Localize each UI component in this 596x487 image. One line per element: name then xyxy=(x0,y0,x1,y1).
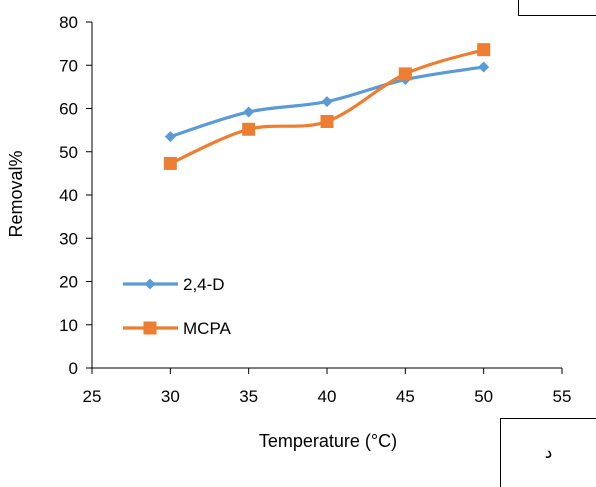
x-tick-label: 40 xyxy=(318,387,337,406)
x-tick-label: 45 xyxy=(396,387,415,406)
y-tick-label: 60 xyxy=(59,100,78,119)
legend-marker xyxy=(144,278,156,290)
data-point xyxy=(478,61,490,73)
axes: 0 10 20 30 40 50 60 70 80 25 30 35 40 45 50 55 xyxy=(59,13,571,406)
y-tick-label: 0 xyxy=(69,359,78,378)
y-tick-label: 40 xyxy=(59,186,78,205)
data-point xyxy=(320,114,334,128)
legend-label: 2,4-D xyxy=(183,275,225,294)
x-tick-label: 30 xyxy=(161,387,180,406)
x-tick-label: 50 xyxy=(474,387,493,406)
data-point xyxy=(163,156,177,170)
legend-marker xyxy=(143,321,157,335)
series-layer xyxy=(163,43,491,170)
x-tick-label: 35 xyxy=(239,387,258,406)
data-point xyxy=(398,67,412,81)
y-tick-label: 70 xyxy=(59,56,78,75)
y-tick-label: 10 xyxy=(59,316,78,335)
series-mcpa xyxy=(163,43,491,170)
corner-frame xyxy=(518,0,596,16)
x-tick-label: 55 xyxy=(553,387,572,406)
data-point xyxy=(242,122,256,136)
y-tick-label: 30 xyxy=(59,229,78,248)
figure-label: د xyxy=(544,443,553,462)
figure-label-box: د xyxy=(500,418,596,487)
data-point xyxy=(243,106,255,118)
data-point xyxy=(477,43,491,57)
data-point xyxy=(321,96,333,108)
legend-item: 2,4-D xyxy=(123,275,225,294)
series-2-4-d xyxy=(164,61,490,143)
legend: 2,4-D MCPA xyxy=(123,275,232,338)
x-tick-label: 25 xyxy=(83,387,102,406)
legend-item: MCPA xyxy=(123,319,232,338)
legend-label: MCPA xyxy=(183,319,232,338)
y-tick-label: 80 xyxy=(59,13,78,32)
y-axis-title: Removal% xyxy=(6,150,26,237)
data-point xyxy=(164,131,176,143)
y-tick-label: 50 xyxy=(59,143,78,162)
x-axis-title: Temperature (°C) xyxy=(259,431,397,451)
y-tick-label: 20 xyxy=(59,273,78,292)
